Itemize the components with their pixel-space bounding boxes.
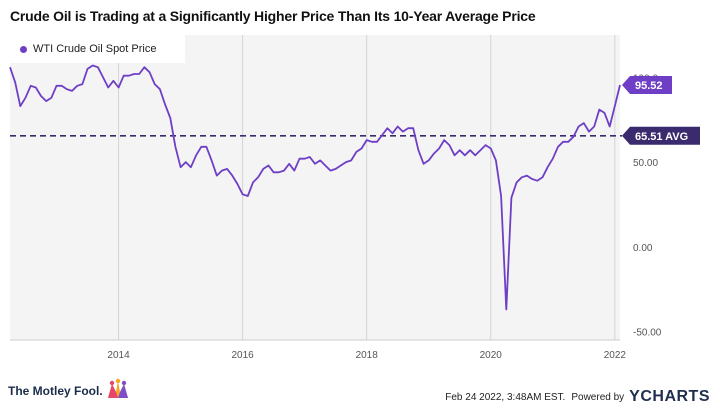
- brand-name: The Motley Fool.: [8, 384, 103, 398]
- timestamp: Feb 24 2022, 3:48AM EST.: [445, 391, 566, 403]
- average-tag: 65.51 AVG: [622, 126, 700, 145]
- ycharts-logo: YCHARTS: [629, 388, 710, 405]
- average-tag-text: 65.51 AVG: [635, 131, 688, 143]
- jester-hat-icon: [107, 378, 128, 398]
- last-value-tag-shape: [622, 75, 672, 94]
- chart-title: Crude Oil is Trading at a Significantly …: [10, 8, 536, 24]
- last-value-tag: 95.52: [622, 75, 672, 94]
- plot-area: [10, 35, 620, 340]
- y-tick-label: -50.00: [633, 328, 662, 339]
- y-tick-label: 0.00: [633, 243, 653, 254]
- last-value-tag-text: 95.52: [635, 80, 663, 92]
- y-tick-label: 50.00: [633, 158, 658, 169]
- x-tick-label: 2016: [232, 350, 255, 361]
- attribution: Feb 24 2022, 3:48AM EST. Powered by YCHA…: [445, 388, 710, 406]
- x-tick-label: 2014: [107, 350, 130, 361]
- x-tick-label: 2022: [604, 350, 627, 361]
- x-tick-label: 2020: [480, 350, 503, 361]
- series-line: [9, 64, 621, 311]
- legend-marker: [20, 45, 27, 53]
- average-tag-shape: [622, 126, 700, 145]
- legend-label: WTI Crude Oil Spot Price: [33, 43, 157, 55]
- legend: WTI Crude Oil Spot Price: [10, 35, 185, 63]
- motley-fool-logo: The Motley Fool.: [8, 378, 131, 404]
- x-tick-label: 2018: [356, 350, 379, 361]
- powered-by-label: Powered by: [571, 391, 625, 403]
